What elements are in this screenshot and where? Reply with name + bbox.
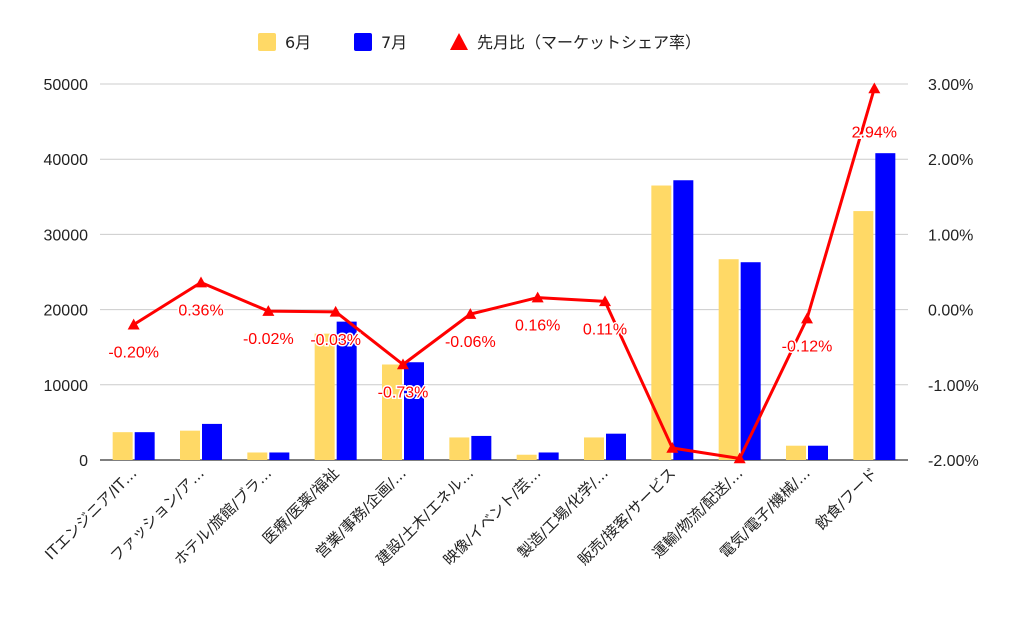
bar-7月 — [875, 153, 896, 460]
line-data-label: 0.36% — [178, 303, 223, 320]
line-marker-triangle — [195, 276, 207, 288]
line-marker-triangle — [127, 318, 140, 330]
bar-6月 — [584, 437, 604, 460]
line-data-label: -0.12% — [782, 339, 833, 356]
line-marker-triangle — [531, 291, 544, 303]
bar-7月 — [606, 433, 626, 460]
y-right-tick-label: 0.00% — [928, 303, 973, 320]
legend-label-market-share: 先月比（マーケットシェア率） — [477, 33, 701, 52]
bar-6月 — [247, 452, 268, 460]
line-data-label: -0.03% — [310, 332, 361, 349]
bar-7月 — [740, 262, 761, 460]
bar-7月 — [202, 423, 222, 460]
bar-7月 — [404, 362, 424, 460]
bar-6月 — [786, 445, 806, 460]
y-left-tick-label: 0 — [79, 453, 88, 470]
line-marker-triangle — [733, 452, 746, 464]
bar-6月 — [382, 364, 402, 460]
bar-7月 — [269, 452, 290, 460]
bar-6月 — [651, 185, 672, 460]
line-data-label: 2.94% — [852, 125, 897, 142]
legend-label-7月: 7月 — [381, 33, 407, 52]
line-data-label: -0.02% — [243, 331, 294, 348]
line-series-market-share — [132, 88, 876, 460]
line-data-label: -0.73% — [378, 384, 429, 401]
bar-6月 — [516, 454, 537, 460]
line-data-label: -0.06% — [445, 334, 496, 351]
x-category-label: 飲食/フード — [812, 464, 881, 533]
y-left-tick-label: 10000 — [44, 378, 89, 395]
legend-swatch-6月 — [258, 33, 276, 51]
bar-7月 — [538, 452, 559, 460]
line-marker-triangle — [464, 308, 477, 319]
line-marker-triangle — [666, 441, 679, 453]
bar-6月 — [853, 211, 874, 460]
y-right-tick-label: 3.00% — [928, 77, 973, 94]
line-marker-triangle — [262, 305, 275, 316]
legend-swatch-7月 — [354, 33, 372, 51]
line-marker-triangle — [329, 305, 342, 317]
y-left-tick-label: 40000 — [44, 152, 89, 169]
y-right-tick-label: 2.00% — [928, 152, 973, 169]
bar-7月 — [673, 180, 694, 461]
line-data-label: 0.11% — [583, 321, 627, 338]
line-marker-triangle — [868, 82, 881, 94]
bar-7月 — [471, 435, 492, 460]
bar-7月 — [808, 445, 828, 460]
y-left-tick-label: 30000 — [44, 227, 89, 244]
y-right-tick-label: -2.00% — [928, 453, 979, 470]
y-left-tick-label: 50000 — [44, 77, 89, 94]
legend-label-6月: 6月 — [285, 33, 311, 52]
line-marker-triangle — [599, 295, 611, 307]
bar-6月 — [449, 437, 470, 460]
bar-6月 — [314, 333, 335, 460]
line-marker-triangle — [801, 312, 813, 324]
bar-6月 — [718, 259, 739, 460]
bar-6月 — [180, 430, 200, 460]
line-data-label: 0.16% — [515, 318, 560, 335]
legend-swatch-market-share — [450, 33, 468, 50]
y-left-tick-label: 20000 — [44, 303, 89, 320]
bar-6月 — [112, 432, 133, 460]
bar-7月 — [134, 432, 155, 460]
y-right-tick-label: -1.00% — [928, 378, 979, 395]
line-data-label: -0.20% — [108, 345, 159, 362]
y-right-tick-label: 1.00% — [928, 227, 973, 244]
line-marker-triangle — [397, 358, 409, 370]
bar-7月 — [336, 321, 357, 460]
